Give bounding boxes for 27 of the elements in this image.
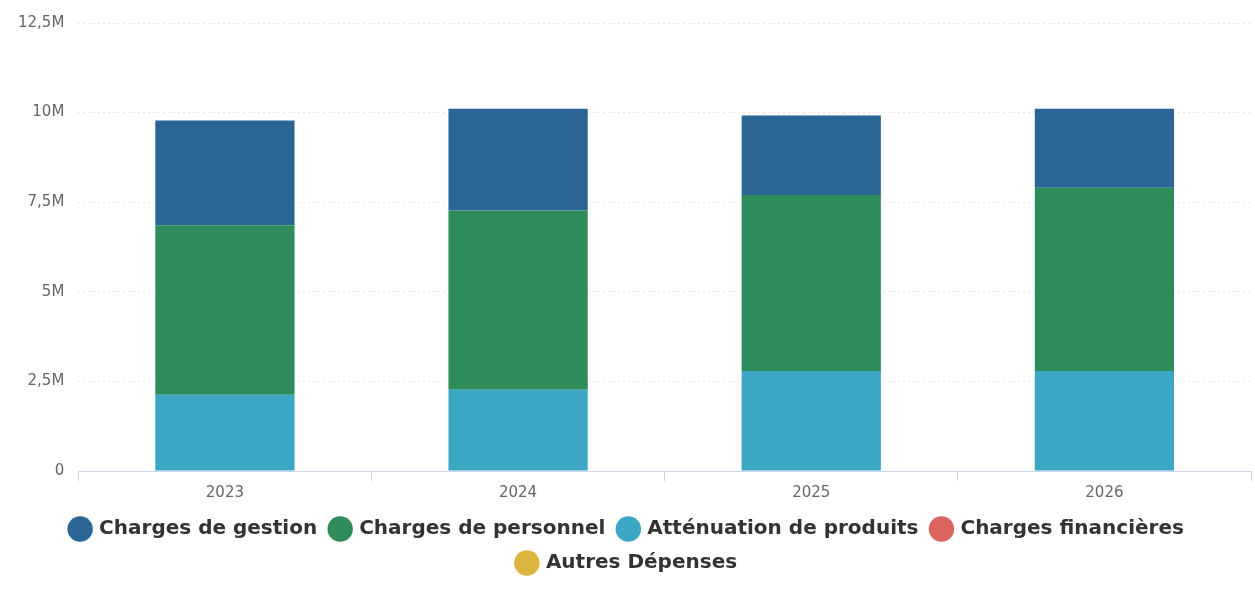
legend-label: Charges de gestion	[99, 515, 318, 540]
bar	[1034, 187, 1175, 372]
y-tick-label: 12,5M	[18, 12, 65, 31]
bar	[741, 371, 881, 471]
bar	[155, 394, 295, 471]
legend-label: Autres Dépenses	[545, 549, 738, 574]
legend-label: Charges de personnel	[359, 515, 606, 540]
bar	[448, 389, 588, 471]
x-tick-label: 2026	[1085, 482, 1124, 501]
legend-label: Atténuation de produits	[647, 515, 919, 540]
legend-label: Charges financières	[960, 515, 1184, 540]
x-tick-label: 2025	[792, 482, 831, 501]
x-tick-label: 2023	[205, 482, 245, 501]
bar	[1034, 371, 1175, 471]
bar	[155, 225, 295, 395]
bar	[448, 210, 588, 390]
x-tick-label: 2024	[498, 482, 538, 501]
y-tick-label: 7,5M	[27, 192, 65, 211]
bar	[741, 115, 881, 196]
bar	[155, 120, 295, 226]
y-tick-label: 2,5M	[27, 371, 65, 390]
bar	[448, 108, 588, 211]
y-tick-label: 0	[54, 460, 65, 479]
bar	[741, 195, 881, 372]
bar	[1034, 108, 1175, 188]
y-tick-label: 5M	[41, 281, 65, 300]
y-tick-label: 10M	[32, 102, 65, 121]
